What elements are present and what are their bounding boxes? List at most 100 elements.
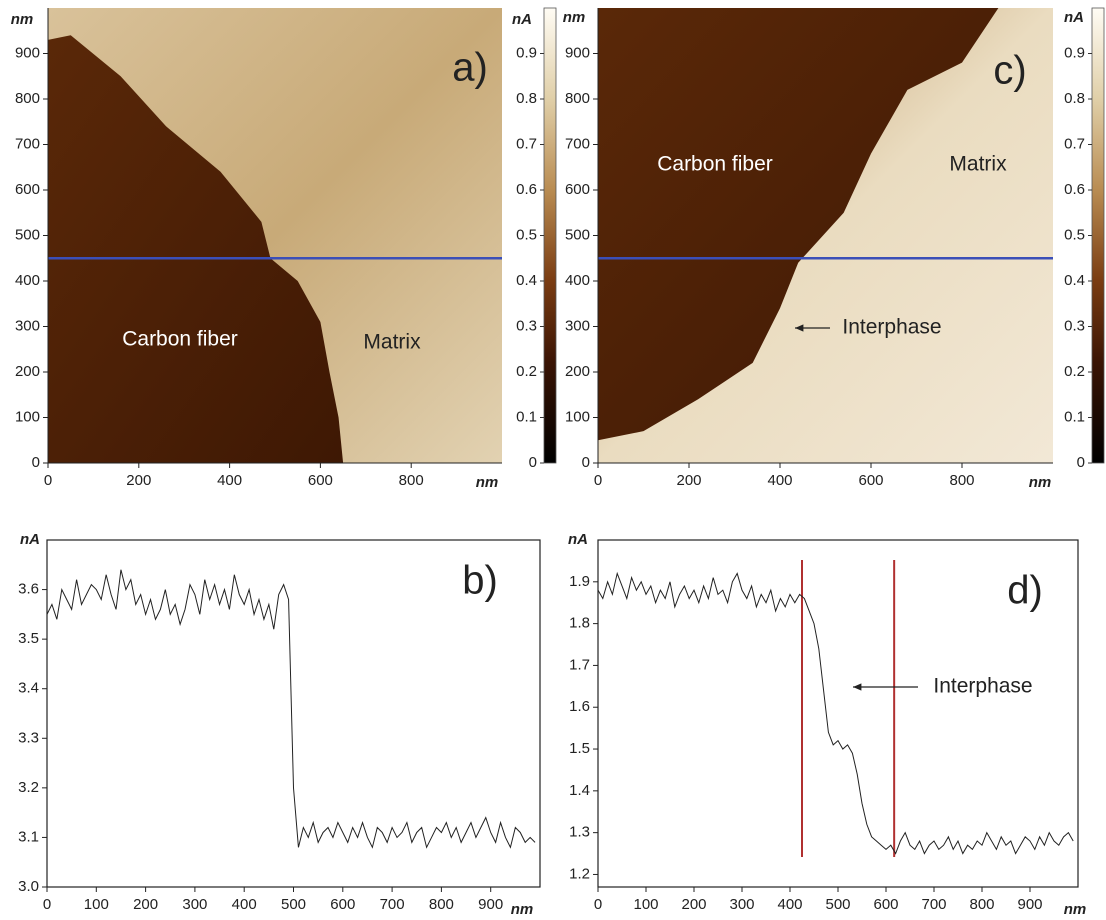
y-tick-label: 3.2 <box>18 779 39 796</box>
x-tick-label: 400 <box>767 472 792 489</box>
y-tick-label: 3.5 <box>18 630 39 647</box>
colorbar-tick-label: 0.1 <box>516 408 537 425</box>
y-tick-label: 0 <box>32 454 40 471</box>
x-tick-label: 300 <box>729 896 754 913</box>
colorbar-tick-label: 0.3 <box>516 317 537 334</box>
x-tick-label: 100 <box>84 896 109 913</box>
y-axis-label: nm <box>563 9 586 26</box>
annotation: Matrix <box>363 331 421 354</box>
colorbar-label: nA <box>1064 9 1084 26</box>
x-tick-label: 700 <box>921 896 946 913</box>
annotation: Matrix <box>949 153 1007 176</box>
x-tick-label: 600 <box>873 896 898 913</box>
x-tick-label: 0 <box>43 896 51 913</box>
x-tick-label: 200 <box>126 472 151 489</box>
y-tick-label: 800 <box>565 90 590 107</box>
x-tick-label: 800 <box>429 896 454 913</box>
y-axis-label: nA <box>568 531 588 548</box>
y-tick-label: 3.3 <box>18 729 39 746</box>
y-tick-label: 800 <box>15 90 40 107</box>
x-tick-label: 300 <box>182 896 207 913</box>
x-tick-label: 200 <box>676 472 701 489</box>
y-tick-label: 3.1 <box>18 828 39 845</box>
y-tick-label: 100 <box>15 408 40 425</box>
annotation: Interphase <box>842 316 941 339</box>
x-tick-label: 400 <box>777 896 802 913</box>
colorbar-tick-label: 0.3 <box>1064 317 1085 334</box>
y-tick-label: 200 <box>15 363 40 380</box>
colorbar-tick-label: 0.8 <box>1064 90 1085 107</box>
colorbar-tick-label: 0.7 <box>516 135 537 152</box>
x-tick-label: 0 <box>44 472 52 489</box>
x-tick-label: 900 <box>478 896 503 913</box>
y-axis-label: nm <box>11 11 34 28</box>
carbon-fiber-region <box>48 35 344 464</box>
colorbar-tick-label: 0.2 <box>516 363 537 380</box>
colorbar <box>543 7 557 464</box>
y-tick-label: 400 <box>565 272 590 289</box>
y-tick-label: 3.4 <box>18 680 39 697</box>
y-tick-label: 600 <box>15 181 40 198</box>
x-axis-label: nm <box>476 474 499 491</box>
colorbar-tick-label: 0 <box>1077 454 1085 471</box>
colorbar-tick-label: 0.6 <box>516 181 537 198</box>
y-tick-label: 300 <box>15 317 40 334</box>
y-tick-label: 1.2 <box>569 865 590 882</box>
y-tick-label: 700 <box>15 135 40 152</box>
panel-label: d) <box>1007 569 1043 613</box>
colorbar <box>1091 7 1105 464</box>
x-tick-label: 500 <box>281 896 306 913</box>
colorbar-tick-label: 0.5 <box>1064 226 1085 243</box>
x-tick-label: 700 <box>380 896 405 913</box>
colorbar-label: nA <box>512 11 532 28</box>
x-axis-label: nm <box>1064 901 1087 918</box>
y-tick-label: 0 <box>582 454 590 471</box>
y-tick-label: 400 <box>15 272 40 289</box>
plot-frame <box>597 539 1079 888</box>
colorbar-tick-label: 0.4 <box>1064 272 1085 289</box>
y-tick-label: 1.9 <box>569 573 590 590</box>
x-axis-label: nm <box>511 901 534 918</box>
panel-label: a) <box>452 46 488 90</box>
y-tick-label: 3.6 <box>18 581 39 598</box>
y-tick-label: 700 <box>565 135 590 152</box>
y-tick-label: 1.5 <box>569 740 590 757</box>
x-axis-label: nm <box>1029 474 1052 491</box>
y-tick-label: 100 <box>565 408 590 425</box>
y-tick-label: 600 <box>565 181 590 198</box>
annotation: Carbon fiber <box>122 328 238 351</box>
y-tick-label: 900 <box>15 44 40 61</box>
x-tick-label: 800 <box>399 472 424 489</box>
colorbar-tick-label: 0.9 <box>1064 44 1085 61</box>
profile-curve <box>46 569 536 849</box>
x-tick-label: 900 <box>1017 896 1042 913</box>
x-tick-label: 500 <box>825 896 850 913</box>
colorbar-tick-label: 0.6 <box>1064 181 1085 198</box>
y-tick-label: 500 <box>15 226 40 243</box>
x-tick-label: 600 <box>858 472 883 489</box>
y-tick-label: 1.7 <box>569 656 590 673</box>
x-tick-label: 800 <box>969 896 994 913</box>
y-tick-label: 1.4 <box>569 782 590 799</box>
colorbar-tick-label: 0.7 <box>1064 135 1085 152</box>
carbon-fiber-region <box>598 8 999 441</box>
y-tick-label: 900 <box>565 44 590 61</box>
x-tick-label: 100 <box>633 896 658 913</box>
x-tick-label: 400 <box>232 896 257 913</box>
colorbar-tick-label: 0 <box>529 454 537 471</box>
x-tick-label: 600 <box>308 472 333 489</box>
x-tick-label: 200 <box>681 896 706 913</box>
y-tick-label: 1.6 <box>569 698 590 715</box>
colorbar-tick-label: 0.8 <box>516 90 537 107</box>
colorbar-tick-label: 0.5 <box>516 226 537 243</box>
annotation: Interphase <box>933 675 1032 698</box>
y-tick-label: 500 <box>565 226 590 243</box>
panel-label: c) <box>993 49 1026 93</box>
x-tick-label: 400 <box>217 472 242 489</box>
y-tick-label: 1.3 <box>569 824 590 841</box>
y-axis-label: nA <box>20 531 40 548</box>
colorbar-tick-label: 0.4 <box>516 272 537 289</box>
x-tick-label: 600 <box>330 896 355 913</box>
colorbar-tick-label: 0.1 <box>1064 408 1085 425</box>
